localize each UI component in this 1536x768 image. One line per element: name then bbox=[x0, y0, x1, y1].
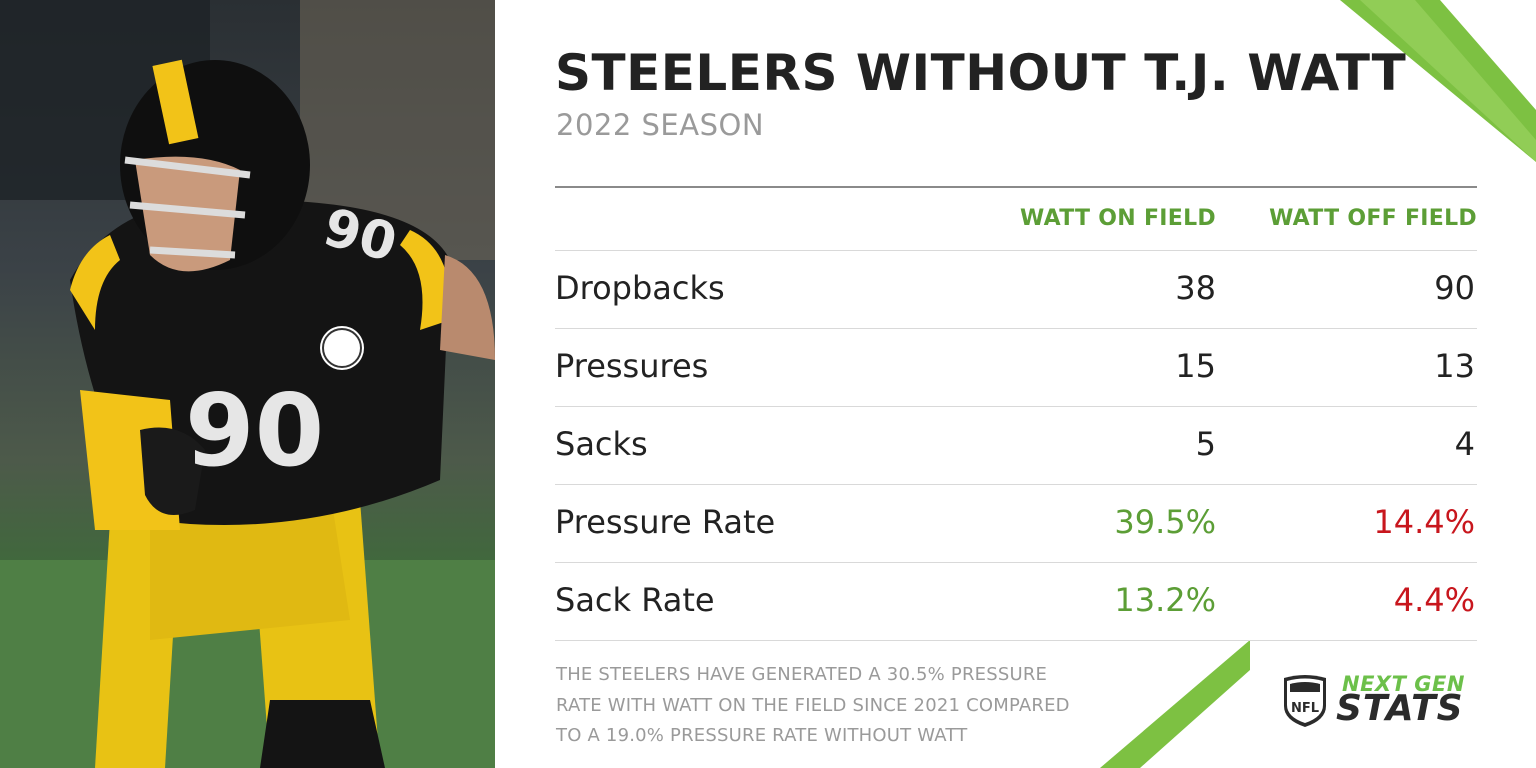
row-label: Dropbacks bbox=[555, 269, 725, 307]
value-off-field: 4.4% bbox=[1393, 581, 1475, 619]
table-row-sacks: Sacks 5 4 bbox=[555, 407, 1477, 485]
value-off-field: 14.4% bbox=[1373, 503, 1475, 541]
row-label: Sack Rate bbox=[555, 581, 715, 619]
footnote-line: THE STEELERS HAVE GENERATED A 30.5% PRES… bbox=[556, 664, 1048, 685]
accent-stripe-bottom bbox=[1100, 640, 1250, 768]
footnote-line: RATE WITH WATT ON THE FIELD SINCE 2021 C… bbox=[556, 694, 1070, 716]
stats-table: WATT ON FIELD WATT OFF FIELD Dropbacks 3… bbox=[555, 186, 1477, 641]
row-label: Pressure Rate bbox=[555, 503, 776, 541]
footnote-line: TO A 19.0% PRESSURE RATE WITHOUT WATT bbox=[556, 725, 968, 746]
table-header: WATT ON FIELD WATT OFF FIELD bbox=[555, 188, 1477, 251]
row-label: Pressures bbox=[555, 347, 709, 385]
player-illustration: 90 90 bbox=[0, 0, 495, 768]
value-off-field: 13 bbox=[1434, 347, 1475, 385]
next-gen-stats-logo: NFL NEXT GEN STATS bbox=[1282, 672, 1477, 732]
value-on-field: 38 bbox=[1175, 269, 1216, 307]
nfl-shield-icon: NFL bbox=[1284, 675, 1326, 727]
value-off-field: 4 bbox=[1454, 425, 1475, 463]
table-row-pressures: Pressures 15 13 bbox=[555, 329, 1477, 407]
value-on-field: 13.2% bbox=[1114, 581, 1216, 619]
value-on-field: 39.5% bbox=[1114, 503, 1216, 541]
page-title: STEELERS WITHOUT T.J. WATT bbox=[555, 44, 1407, 102]
table-row-sack-rate: Sack Rate 13.2% 4.4% bbox=[555, 563, 1477, 641]
page-subtitle: 2022 SEASON bbox=[556, 108, 765, 142]
jersey-number: 90 bbox=[185, 372, 324, 489]
player-photo: 90 90 bbox=[0, 0, 495, 768]
logo-line-stats: STATS bbox=[1336, 688, 1464, 729]
value-off-field: 90 bbox=[1434, 269, 1475, 307]
value-on-field: 5 bbox=[1195, 425, 1216, 463]
column-header-off-field: WATT OFF FIELD bbox=[1269, 206, 1477, 231]
column-header-on-field: WATT ON FIELD bbox=[1020, 206, 1216, 231]
logo-line-next-gen: NEXT GEN bbox=[1342, 672, 1465, 696]
value-on-field: 15 bbox=[1175, 347, 1216, 385]
svg-text:NFL: NFL bbox=[1291, 701, 1319, 716]
accent-stripe-top bbox=[1340, 0, 1536, 162]
row-label: Sacks bbox=[555, 425, 648, 463]
footnote: THE STEELERS HAVE GENERATED A 30.5% PRES… bbox=[556, 660, 1116, 752]
table-row-pressure-rate: Pressure Rate 39.5% 14.4% bbox=[555, 485, 1477, 563]
table-row-dropbacks: Dropbacks 38 90 bbox=[555, 251, 1477, 329]
